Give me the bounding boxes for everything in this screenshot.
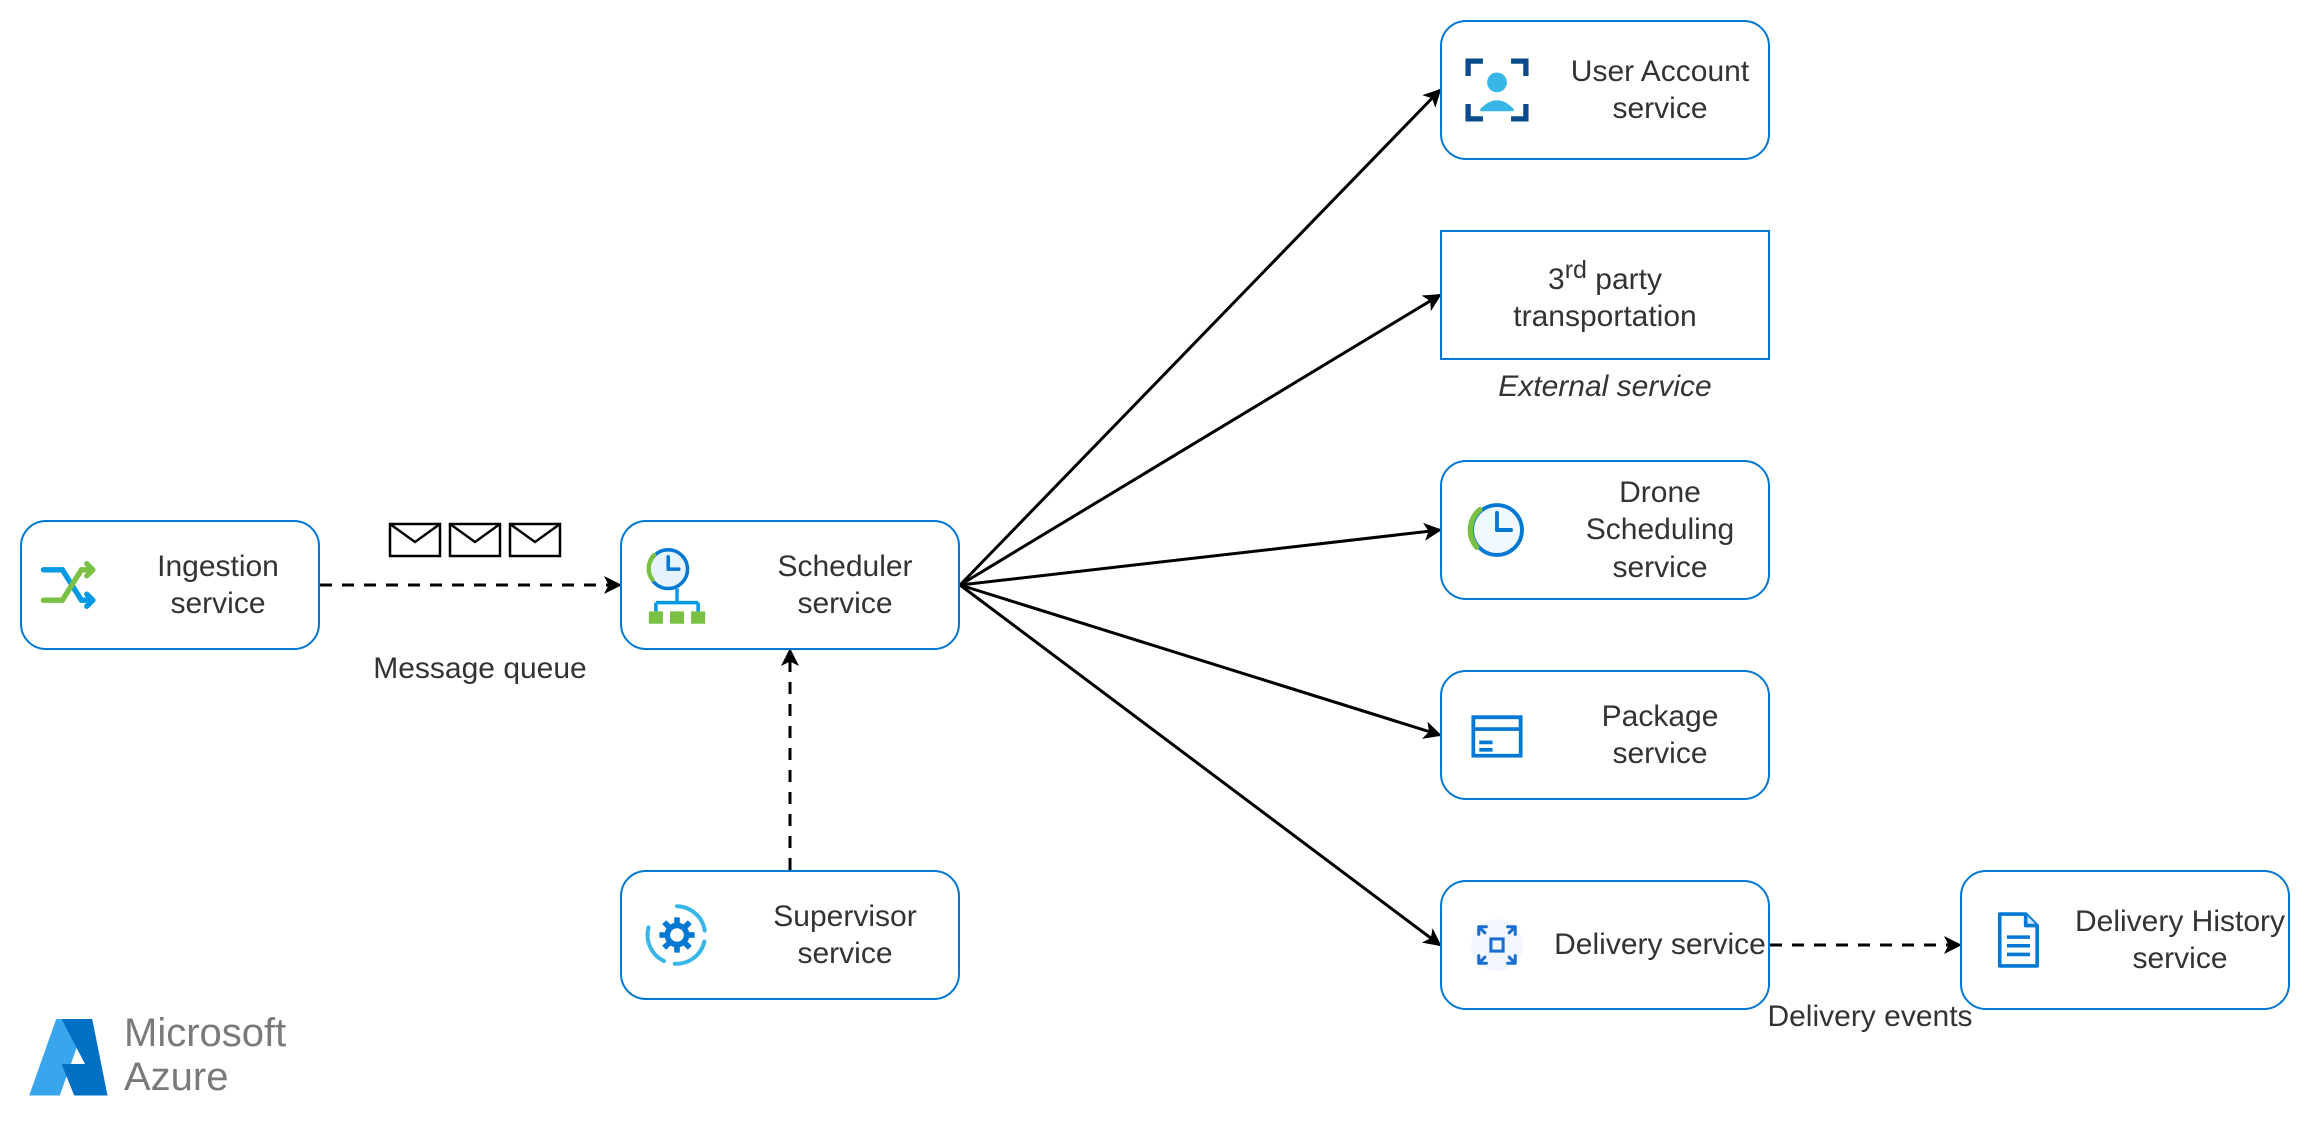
gear-icon	[622, 872, 732, 998]
azure-logo-line2: Azure	[124, 1055, 286, 1099]
envelope-icon	[508, 522, 562, 558]
envelope-icon	[448, 522, 502, 558]
edge	[960, 530, 1440, 585]
drone-label: Drone Scheduling service	[1552, 474, 1768, 587]
thirdparty-label: 3rd party transportation	[1442, 255, 1768, 336]
azure-logo-line1: Microsoft	[124, 1011, 286, 1055]
edge	[960, 90, 1440, 585]
third-party-transportation-node: 3rd party transportation	[1440, 230, 1770, 360]
document-icon	[1962, 872, 2072, 1008]
supervisor-service-node: Supervisor service	[620, 870, 960, 1000]
azure-logo-icon	[22, 1010, 112, 1100]
edge	[960, 295, 1440, 585]
supervisor-label: Supervisor service	[732, 898, 958, 973]
drone-scheduling-service-node: Drone Scheduling service	[1440, 460, 1770, 600]
scheduler-label: Scheduler service	[732, 548, 958, 623]
envelope-icon	[388, 522, 442, 558]
ingestion-service-node: Ingestion service	[20, 520, 320, 650]
package-label: Package service	[1552, 698, 1768, 773]
expand-icon	[1442, 882, 1552, 1008]
edge	[960, 585, 1440, 735]
package-service-node: Package service	[1440, 670, 1770, 800]
user-icon	[1442, 22, 1552, 158]
delivery-label: Delivery service	[1552, 926, 1768, 964]
message-queue-caption: Message queue	[350, 652, 610, 686]
delivery-service-node: Delivery service	[1440, 880, 1770, 1010]
package-icon	[1442, 672, 1552, 798]
external-service-caption: External service	[1440, 370, 1770, 404]
user-label: User Account service	[1552, 53, 1768, 128]
scheduler-service-node: Scheduler service	[620, 520, 960, 650]
ingestion-label: Ingestion service	[118, 548, 318, 623]
user-account-service-node: User Account service	[1440, 20, 1770, 160]
clock-icon	[1442, 462, 1552, 598]
message-queue-envelopes	[388, 522, 562, 558]
clock-tree-icon	[622, 522, 732, 648]
delivery-history-service-node: Delivery History service	[1960, 870, 2290, 1010]
thirdparty-label-text: 3rd party transportation	[1513, 263, 1696, 334]
edge	[960, 585, 1440, 945]
delivery-events-caption: Delivery events	[1760, 1000, 1980, 1034]
history-label: Delivery History service	[2072, 903, 2288, 978]
shuffle-icon	[22, 522, 118, 648]
azure-logo: Microsoft Azure	[22, 1010, 286, 1100]
